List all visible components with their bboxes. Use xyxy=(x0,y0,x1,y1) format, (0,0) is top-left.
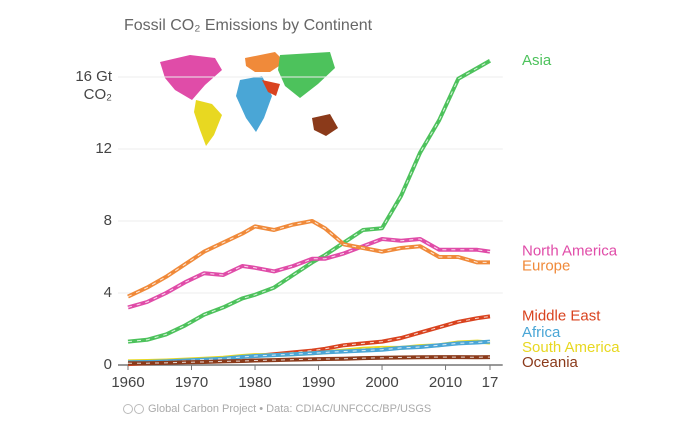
source-icon xyxy=(123,404,144,414)
legend-label: North America xyxy=(522,243,618,260)
x-tick-label: 2000 xyxy=(365,374,398,391)
y-tick-label: 16 Gt xyxy=(75,68,113,85)
x-tick-label: 1990 xyxy=(302,374,335,391)
legend-label: South America xyxy=(522,339,620,356)
series-line xyxy=(127,237,491,310)
x-tick-label: 2010 xyxy=(429,374,462,391)
series-line-dash xyxy=(127,60,491,343)
legend-label: Middle East xyxy=(522,307,601,324)
y-tick-label: 0 xyxy=(104,356,112,373)
y-tick-label: 8 xyxy=(104,212,112,229)
y-tick-label: 4 xyxy=(104,284,112,301)
world-map xyxy=(160,52,338,146)
x-tick-label: 1980 xyxy=(238,374,271,391)
x-tick-label: 1960 xyxy=(111,374,144,391)
legend-label: Africa xyxy=(522,324,561,341)
series-line-dash xyxy=(128,356,491,364)
x-tick-label: 1970 xyxy=(175,374,208,391)
source: Global Carbon Project • Data: CDIAC/UNFC… xyxy=(148,403,431,415)
series-line xyxy=(127,59,491,344)
x-tick-label: 17 xyxy=(482,374,499,391)
y-axis-label: CO₂ xyxy=(84,86,113,103)
legend-label: Europe xyxy=(522,258,570,275)
y-tick-label: 12 xyxy=(95,140,112,157)
chart-title: Fossil CO₂ Emissions by Continent xyxy=(124,17,373,34)
legend-label: Oceania xyxy=(522,354,579,371)
legend-label: Asia xyxy=(522,52,552,69)
series-line-dash xyxy=(127,220,490,298)
